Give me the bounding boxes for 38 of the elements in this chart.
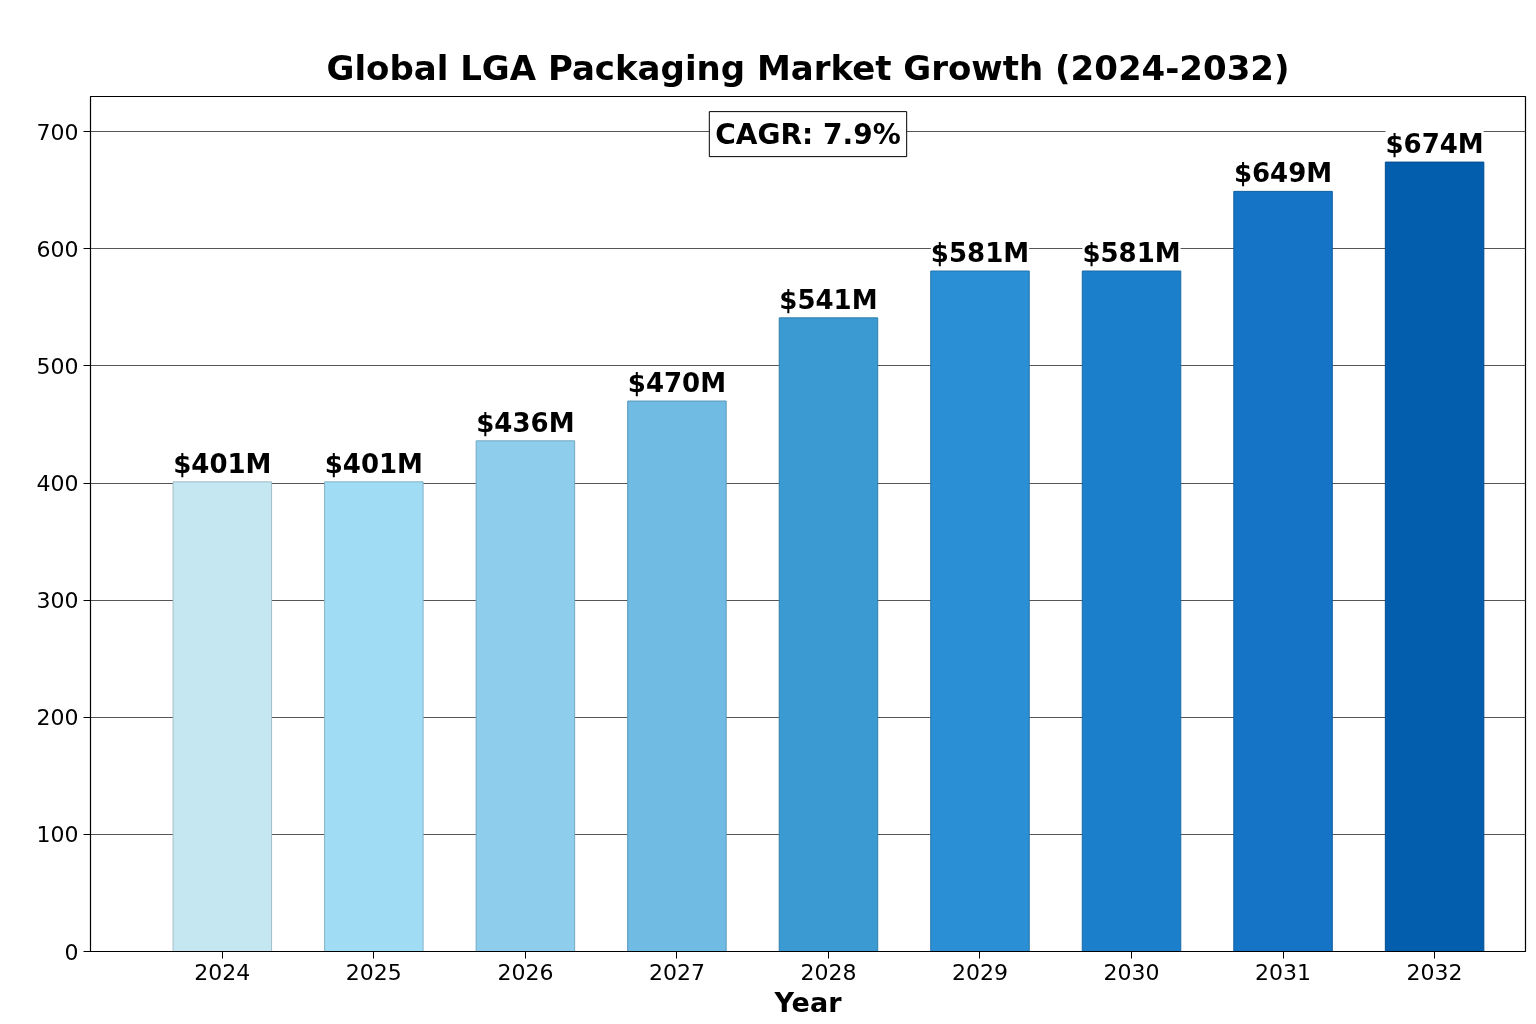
x-axis-title: Year bbox=[773, 986, 843, 1018]
bar bbox=[627, 400, 727, 952]
x-tick-label: 2030 bbox=[1103, 959, 1160, 985]
y-tick-label: 500 bbox=[36, 353, 79, 379]
x-tick-label: 2029 bbox=[951, 959, 1008, 985]
x-tick-label: 2032 bbox=[1406, 959, 1463, 985]
bar bbox=[172, 481, 273, 952]
data-label: $401M bbox=[173, 448, 272, 479]
data-label: $401M bbox=[324, 448, 423, 479]
data-label: $581M bbox=[930, 238, 1030, 269]
data-label: $541M bbox=[779, 284, 878, 315]
data-label: $581M bbox=[1082, 238, 1181, 269]
y-tick-label: 700 bbox=[36, 119, 79, 145]
bar bbox=[475, 440, 576, 952]
bar bbox=[1081, 270, 1182, 952]
bar bbox=[324, 481, 424, 952]
y-tick-label: 100 bbox=[36, 822, 79, 848]
x-tick-label: 2027 bbox=[648, 959, 705, 985]
data-label: $470M bbox=[627, 368, 727, 399]
data-label: $436M bbox=[476, 407, 575, 438]
y-tick-label: 0 bbox=[64, 939, 79, 965]
data-label: $649M bbox=[1233, 158, 1333, 189]
bar bbox=[930, 270, 1030, 952]
x-tick-label: 2024 bbox=[194, 959, 251, 985]
bar bbox=[778, 317, 879, 952]
data-label: $674M bbox=[1385, 129, 1484, 160]
x-tick-label: 2026 bbox=[497, 959, 554, 985]
x-tick-label: 2028 bbox=[800, 959, 857, 985]
chart-title: Global LGA Packaging Market Growth (2024-2032) bbox=[326, 47, 1290, 88]
annotation: CAGR: 7.9% bbox=[715, 117, 901, 151]
x-tick-label: 2031 bbox=[1255, 959, 1312, 985]
y-tick-label: 400 bbox=[36, 471, 79, 497]
y-tick-label: 300 bbox=[36, 588, 79, 614]
bar bbox=[1233, 190, 1333, 952]
bar bbox=[1384, 161, 1485, 952]
y-tick-label: 600 bbox=[36, 236, 79, 262]
x-tick-label: 2025 bbox=[345, 959, 402, 985]
y-tick-label: 200 bbox=[36, 705, 79, 731]
